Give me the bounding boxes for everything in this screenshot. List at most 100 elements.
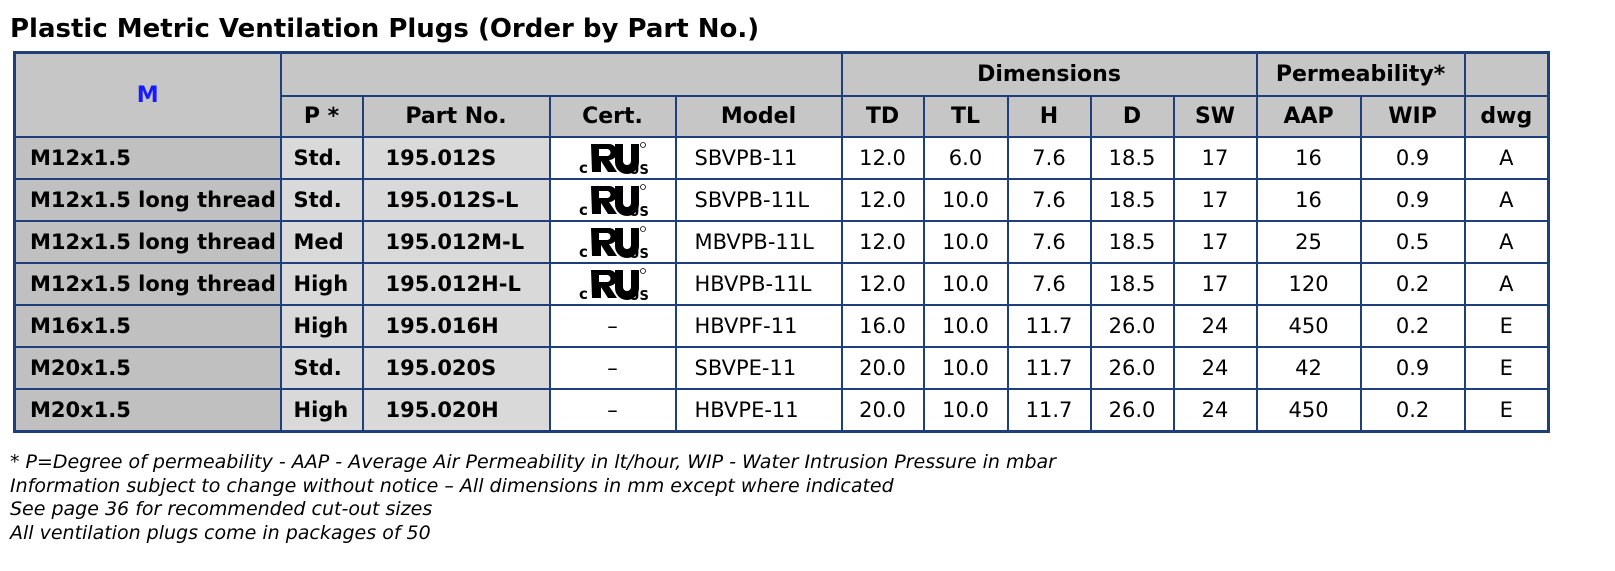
table-cell: – [548, 388, 677, 433]
table-cell: 10.0 [922, 262, 1009, 306]
table-cell: HBVPF-11 [674, 304, 843, 348]
table-cell: Std. [279, 136, 364, 180]
table-cell: 0.9 [1359, 136, 1466, 180]
table-cell: 17 [1172, 262, 1258, 306]
table-cell: 17 [1172, 178, 1258, 222]
column-header: Part No. [361, 95, 551, 138]
table-cell: 24 [1172, 304, 1258, 348]
table-cell: M12x1.5 long thread [13, 262, 282, 306]
table-cell: E [1463, 388, 1550, 433]
header-blank [1463, 51, 1550, 97]
table-cell: 25 [1255, 220, 1362, 264]
logo-us: US [629, 205, 649, 218]
logo-reg [639, 184, 646, 190]
table-cell: 10.0 [922, 220, 1009, 264]
cert-cell: c US [548, 262, 677, 306]
cert-cell: c US [548, 178, 677, 222]
table-cell: – [548, 304, 677, 348]
table-cell: 20.0 [840, 388, 925, 433]
table-cell: 0.5 [1359, 220, 1466, 264]
table-cell: 24 [1172, 388, 1258, 433]
table-cell: 0.2 [1359, 304, 1466, 348]
table-cell: 26.0 [1089, 346, 1175, 390]
table-cell: – [548, 346, 677, 390]
table-cell: 7.6 [1006, 220, 1092, 264]
logo-symbol [590, 270, 617, 298]
table-cell: 450 [1255, 304, 1362, 348]
ul-logo: c US [579, 184, 649, 218]
table-cell: HBVPB-11L [674, 262, 843, 306]
table-row: M16x1.5 High 195.016H – HBVPF-11 16.0 10.0 11.7… [13, 304, 1550, 348]
table-cell: 10.0 [922, 388, 1009, 433]
table-cell: E [1463, 304, 1550, 348]
table-row: M12x1.5 long thread High 195.012H-L c US HBVP… [13, 262, 1550, 306]
logo-us: US [629, 289, 649, 302]
table-cell: 11.7 [1006, 346, 1092, 390]
table-cell: Std. [279, 178, 364, 222]
table-cell: A [1463, 220, 1550, 264]
column-header: P * [279, 95, 364, 138]
logo-c: c [579, 159, 588, 176]
logo-symbol [590, 144, 617, 172]
table-cell: HBVPE-11 [674, 388, 843, 433]
table-cell: M20x1.5 [13, 346, 282, 390]
logo-symbol [614, 186, 639, 216]
header-row: M Dimensions Permeability* [13, 51, 1550, 138]
table-cell: High [279, 388, 364, 433]
note: All ventilation plugs come in packages o… [10, 521, 431, 544]
logo-reg [639, 142, 646, 148]
note: See page 36 for recommended cut-out size… [10, 498, 433, 521]
table-cell: 195.020S [361, 346, 551, 390]
column-header: SW [1172, 95, 1258, 138]
table-cell: 17 [1172, 220, 1258, 264]
table-cell: M12x1.5 long thread [13, 220, 282, 264]
table-cell: M16x1.5 [13, 304, 282, 348]
ul-logo: c US [579, 142, 649, 176]
table-cell: 16 [1255, 178, 1362, 222]
table-cell: SBVPE-11 [674, 346, 843, 390]
table-row: M20x1.5 High 195.020H – HBVPE-11 20.0 10.0 11.7… [13, 388, 1550, 433]
header-blank [279, 51, 843, 97]
table-cell: 20.0 [840, 346, 925, 390]
logo-us: US [629, 163, 649, 176]
table-cell: 12.0 [840, 220, 925, 264]
logo-symbol [614, 144, 639, 174]
table-cell: 18.5 [1089, 220, 1175, 264]
table-row: M12x1.5 Std. 195.012S c US SBVPB-11 12.0 6.0 7.6… [13, 136, 1550, 180]
column-header: D [1089, 95, 1175, 138]
table-cell: 10.0 [922, 304, 1009, 348]
logo-reg [639, 226, 646, 232]
column-header: TL [922, 95, 1009, 138]
table: M Dimensions Permeability* P * Part No. Cert.… [13, 51, 1551, 433]
table-cell: 7.6 [1006, 136, 1092, 180]
table-cell: 195.020H [361, 388, 551, 433]
title: Plastic Metric Ventilation Plugs (Order … [10, 14, 760, 44]
table-cell: 12.0 [840, 178, 925, 222]
logo-reg [639, 268, 646, 274]
column-header: WIP [1359, 95, 1466, 138]
table-cell: 195.016H [361, 304, 551, 348]
table-cell: 0.2 [1359, 388, 1466, 433]
logo-c: c [579, 243, 588, 260]
logo-symbol [590, 228, 617, 256]
table-cell: 26.0 [1089, 304, 1175, 348]
table-cell: 6.0 [922, 136, 1009, 180]
table-cell: 16 [1255, 136, 1362, 180]
table-cell: 10.0 [922, 178, 1009, 222]
corner-cell: M [13, 51, 282, 138]
table-cell: 195.012H-L [361, 262, 551, 306]
note: Information subject to change without no… [10, 474, 894, 497]
column-header: Model [674, 95, 843, 138]
table-cell: A [1463, 136, 1550, 180]
table-cell: A [1463, 178, 1550, 222]
header-row: P * Part No. Cert. Model TD TL H D SW AAP WIP dwg [15, 95, 1550, 138]
table-cell: SBVPB-11 [674, 136, 843, 180]
table-cell: 26.0 [1089, 388, 1175, 433]
table-cell: A [1463, 262, 1550, 306]
table-cell: 0.9 [1359, 178, 1466, 222]
table-cell: 0.2 [1359, 262, 1466, 306]
table-cell: 24 [1172, 346, 1258, 390]
logo-symbol [614, 270, 639, 300]
table-row: M12x1.5 long thread Std. 195.012S-L c US SBVP… [13, 178, 1550, 222]
